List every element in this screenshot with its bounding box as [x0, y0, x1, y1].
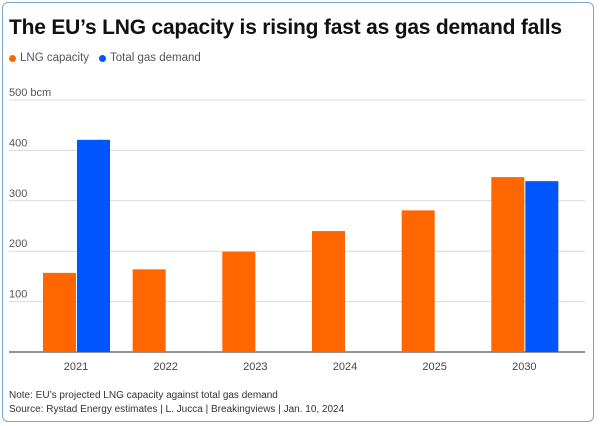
- bar-lng-capacity-2021: [43, 272, 76, 352]
- x-tick-label-2023: 2023: [243, 361, 267, 373]
- legend-label-lng-capacity: LNG capacity: [20, 52, 90, 64]
- chart-source: Source: Rystad Energy estimates | L. Juc…: [9, 404, 345, 415]
- x-tick-label-2024: 2024: [333, 361, 357, 373]
- legend-item-lng-capacity: LNG capacity: [9, 52, 89, 64]
- bar-lng-capacity-2030: [491, 177, 525, 352]
- bar-lng-capacity-2025: [401, 210, 435, 352]
- legend-label-total-gas-demand: Total gas demand: [110, 52, 201, 64]
- legend-swatch-lng-capacity: [9, 54, 16, 62]
- legend: LNG capacity Total gas demand: [9, 52, 211, 64]
- bar-lng-capacity-2024: [312, 231, 345, 352]
- x-tick-label-2030: 2030: [512, 361, 536, 373]
- legend-item-total-gas-demand: Total gas demand: [99, 52, 201, 64]
- bar-total-gas-demand-2030: [525, 181, 559, 352]
- y-tick-label-200: 200: [9, 238, 27, 250]
- y-tick-label-500: 500 bcm: [9, 87, 51, 99]
- bar-lng-capacity-2022: [132, 269, 166, 352]
- bar-total-gas-demand-2021: [77, 139, 110, 352]
- y-tick-label-300: 300: [9, 188, 27, 200]
- legend-swatch-total-gas-demand: [99, 54, 107, 62]
- x-tick-label-2025: 2025: [422, 361, 446, 373]
- chart-title: The EU’s LNG capacity is rising fast as …: [9, 16, 562, 39]
- chart-note: Note: EU’s projected LNG capacity agains…: [9, 390, 278, 401]
- y-tick-label-400: 400: [9, 137, 27, 149]
- x-tick-label-2022: 2022: [153, 361, 177, 373]
- bar-lng-capacity-2023: [222, 251, 256, 352]
- x-tick-label-2021: 2021: [64, 361, 88, 373]
- y-tick-label-100: 100: [9, 289, 27, 301]
